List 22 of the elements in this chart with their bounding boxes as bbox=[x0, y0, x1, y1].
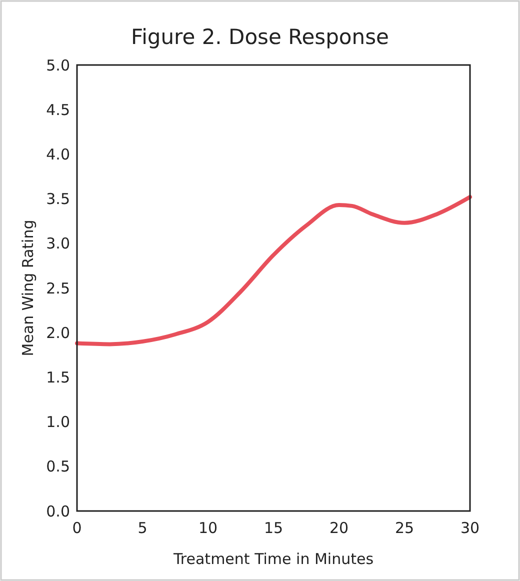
chart-title: Figure 2. Dose Response bbox=[131, 25, 389, 49]
y-tick-label: 4.5 bbox=[46, 100, 70, 119]
y-tick-label: 1.0 bbox=[46, 413, 70, 432]
y-tick-label: 4.0 bbox=[46, 145, 70, 164]
y-tick-label: 3.5 bbox=[46, 190, 70, 208]
x-tick-label: 5 bbox=[138, 519, 148, 537]
y-axis-title: Mean Wing Rating bbox=[19, 220, 37, 356]
y-tick-label: 1.5 bbox=[46, 368, 70, 386]
y-tick-label: 3.0 bbox=[46, 234, 70, 253]
x-tick-label: 30 bbox=[460, 519, 480, 537]
x-axis-title: Treatment Time in Minutes bbox=[172, 550, 374, 568]
y-tick-label: 2.5 bbox=[46, 279, 70, 298]
line-series bbox=[75, 195, 472, 346]
x-tick-label: 10 bbox=[198, 519, 218, 537]
y-tick-label: 0.5 bbox=[46, 458, 70, 476]
x-tick-label: 15 bbox=[264, 519, 284, 537]
y-tick-label: 0.0 bbox=[46, 502, 70, 520]
x-tick-label: 20 bbox=[329, 519, 349, 537]
y-tick-label: 2.0 bbox=[46, 324, 70, 342]
x-tick-label: 0 bbox=[72, 519, 82, 537]
x-tick-label: 25 bbox=[394, 519, 414, 537]
y-tick-label: 5.0 bbox=[46, 56, 70, 74]
